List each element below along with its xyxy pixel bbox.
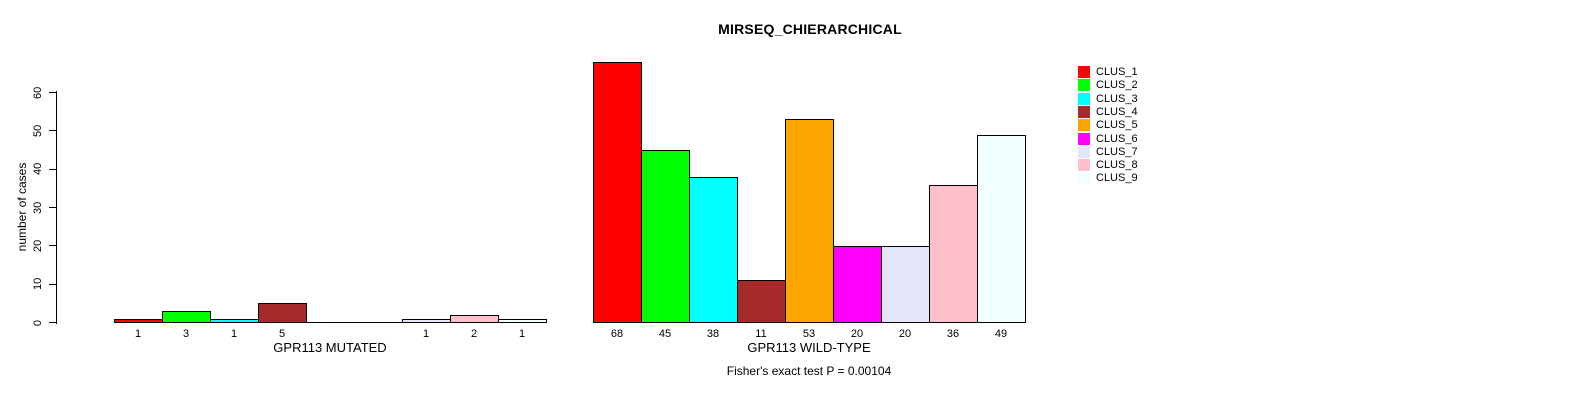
x-baseline-group-0 bbox=[114, 322, 546, 323]
bar-value-label-CLUS_9-group-1: 49 bbox=[994, 328, 1008, 340]
legend-swatch-CLUS_9 bbox=[1078, 172, 1090, 185]
bar-CLUS_3-group-0 bbox=[210, 318, 259, 323]
bar-value-label-CLUS_6-group-1: 20 bbox=[850, 328, 864, 340]
legend-swatch-CLUS_4 bbox=[1078, 105, 1090, 118]
bar-CLUS_6-group-1 bbox=[833, 245, 882, 323]
legend-label-CLUS_3: CLUS_3 bbox=[1096, 92, 1138, 105]
y-tick-60 bbox=[49, 92, 57, 93]
bar-value-label-CLUS_8-group-1: 36 bbox=[946, 328, 960, 340]
legend-item-CLUS_8: CLUS_8 bbox=[1078, 158, 1138, 172]
bar-value-label-CLUS_7-group-0: 1 bbox=[422, 328, 430, 340]
bar-CLUS_7-group-1 bbox=[881, 245, 930, 323]
bar-CLUS_4-group-0 bbox=[258, 303, 307, 323]
legend-item-CLUS_5: CLUS_5 bbox=[1078, 118, 1138, 132]
legend-label-CLUS_6: CLUS_6 bbox=[1096, 132, 1138, 145]
x-axis-label-wild-type: GPR113 WILD-TYPE bbox=[747, 340, 871, 355]
legend-swatch-CLUS_7 bbox=[1078, 145, 1090, 158]
bar-CLUS_2-group-0 bbox=[162, 311, 211, 323]
bar-value-label-CLUS_4-group-0: 5 bbox=[278, 328, 286, 340]
legend-swatch-CLUS_1 bbox=[1078, 66, 1090, 78]
legend-item-CLUS_4: CLUS_4 bbox=[1078, 105, 1138, 119]
bar-CLUS_5-group-1 bbox=[785, 119, 834, 323]
bar-value-label-CLUS_4-group-1: 11 bbox=[755, 328, 767, 340]
y-tick-label-40: 40 bbox=[32, 162, 44, 176]
bar-CLUS_9-group-1 bbox=[977, 134, 1026, 323]
legend-swatch-CLUS_8 bbox=[1078, 159, 1090, 172]
y-tick-label-20: 20 bbox=[32, 239, 44, 252]
legend-label-CLUS_2: CLUS_2 bbox=[1096, 79, 1138, 92]
y-tick-0 bbox=[49, 322, 57, 323]
bar-value-label-CLUS_8-group-0: 2 bbox=[470, 328, 478, 340]
y-tick-20 bbox=[49, 245, 57, 247]
bar-value-label-CLUS_2-group-1: 45 bbox=[658, 328, 672, 340]
legend-label-CLUS_5: CLUS_5 bbox=[1096, 119, 1138, 132]
bar-CLUS_7-group-0 bbox=[402, 318, 451, 323]
bar-value-label-CLUS_1-group-1: 68 bbox=[610, 328, 624, 340]
legend-swatch-CLUS_3 bbox=[1078, 92, 1090, 105]
legend-swatch-CLUS_2 bbox=[1078, 79, 1090, 92]
bar-CLUS_1-group-0 bbox=[114, 318, 163, 323]
bar-value-label-CLUS_2-group-0: 3 bbox=[182, 328, 190, 340]
legend-item-CLUS_3: CLUS_3 bbox=[1078, 92, 1138, 106]
bar-CLUS_4-group-1 bbox=[737, 280, 786, 323]
bar-value-label-CLUS_3-group-1: 38 bbox=[706, 328, 720, 340]
y-tick-label-50: 50 bbox=[32, 124, 44, 137]
bar-value-label-CLUS_9-group-0: 1 bbox=[518, 328, 526, 340]
chart-title: MIRSEQ_CHIERARCHICAL bbox=[718, 21, 902, 37]
legend-swatch-CLUS_6 bbox=[1078, 132, 1090, 145]
y-tick-30 bbox=[49, 207, 57, 208]
bar-CLUS_3-group-1 bbox=[689, 176, 738, 323]
fisher-test-annotation: Fisher's exact test P = 0.00104 bbox=[726, 364, 892, 378]
legend-label-CLUS_7: CLUS_7 bbox=[1096, 145, 1138, 158]
bar-CLUS_8-group-0 bbox=[450, 314, 499, 323]
legend-item-CLUS_2: CLUS_2 bbox=[1078, 78, 1138, 92]
legend-label-CLUS_1: CLUS_1 bbox=[1096, 66, 1138, 78]
legend-label-CLUS_8: CLUS_8 bbox=[1096, 159, 1138, 172]
bar-value-label-CLUS_1-group-0: 1 bbox=[134, 328, 142, 340]
bar-value-label-CLUS_3-group-0: 1 bbox=[230, 328, 238, 340]
y-tick-50 bbox=[49, 130, 57, 132]
bar-value-label-CLUS_7-group-1: 20 bbox=[898, 328, 912, 340]
legend-label-CLUS_9: CLUS_9 bbox=[1096, 172, 1138, 185]
bar-CLUS_2-group-1 bbox=[641, 150, 690, 323]
bar-CLUS_8-group-1 bbox=[929, 184, 978, 323]
bar-CLUS_9-group-0 bbox=[498, 318, 547, 323]
legend-item-CLUS_6: CLUS_6 bbox=[1078, 132, 1138, 146]
legend-swatch-CLUS_5 bbox=[1078, 119, 1090, 132]
y-tick-40 bbox=[49, 168, 57, 170]
y-tick-label-30: 30 bbox=[32, 201, 44, 214]
legend-label-CLUS_4: CLUS_4 bbox=[1096, 105, 1138, 118]
y-tick-label-10: 10 bbox=[32, 277, 44, 291]
legend-item-CLUS_9: CLUS_9 bbox=[1078, 171, 1138, 185]
y-tick-label-0: 0 bbox=[32, 319, 44, 326]
x-axis-label-mutated: GPR113 MUTATED bbox=[273, 340, 387, 355]
y-tick-10 bbox=[49, 283, 57, 285]
y-tick-label-60: 60 bbox=[32, 86, 44, 99]
legend-item-CLUS_1: CLUS_1 bbox=[1078, 65, 1138, 79]
legend-item-CLUS_7: CLUS_7 bbox=[1078, 145, 1138, 159]
bar-value-label-CLUS_5-group-1: 53 bbox=[802, 328, 816, 340]
bar-CLUS_1-group-1 bbox=[593, 61, 642, 323]
